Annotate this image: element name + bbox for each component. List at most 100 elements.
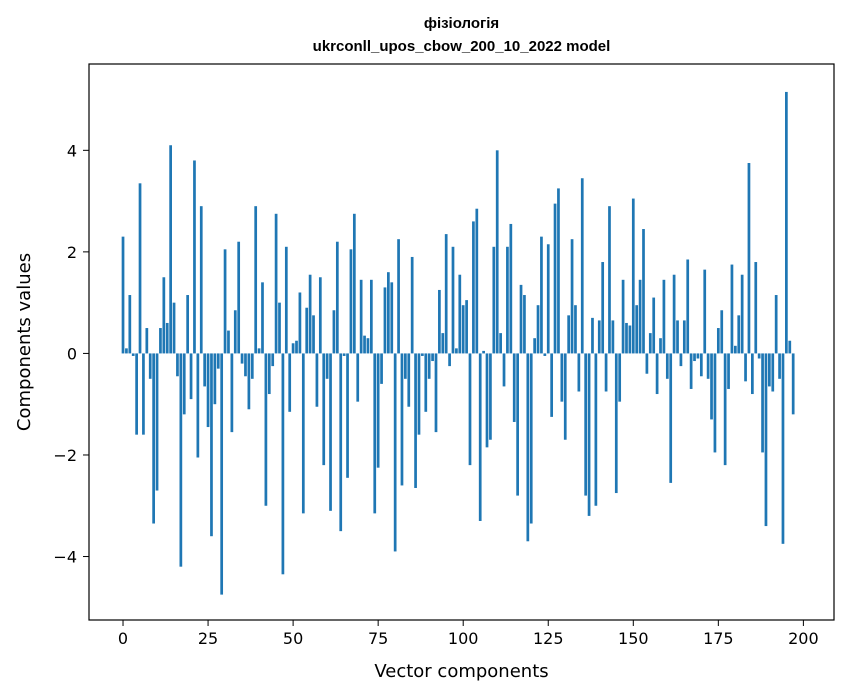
bar-119 <box>526 353 530 542</box>
bar-85 <box>410 256 414 354</box>
bar-66 <box>346 353 349 478</box>
bar-101 <box>465 300 468 354</box>
bar-126 <box>550 353 554 417</box>
bar-65 <box>342 353 346 356</box>
bar-90 <box>427 353 431 379</box>
bar-159 <box>662 279 666 354</box>
bar-21 <box>193 160 196 354</box>
x-tick-label: 0 <box>118 629 128 648</box>
y-tick-label: 2 <box>67 243 77 262</box>
bar-75 <box>376 353 380 468</box>
bar-81 <box>397 239 400 354</box>
bar-10 <box>155 353 159 491</box>
bar-38 <box>250 353 254 379</box>
bar-47 <box>281 353 285 575</box>
bar-45 <box>274 213 278 354</box>
bar-150 <box>631 198 635 354</box>
bar-128 <box>557 188 560 354</box>
bar-166 <box>686 259 690 354</box>
bar-89 <box>424 353 428 412</box>
bar-181 <box>737 315 741 354</box>
bar-52 <box>298 292 302 354</box>
bar-112 <box>502 353 506 387</box>
bar-44 <box>271 353 275 367</box>
bar-172 <box>706 353 710 379</box>
bar-194 <box>781 353 785 544</box>
bar-142 <box>604 353 608 392</box>
bar-152 <box>638 279 642 354</box>
bar-22 <box>196 353 200 458</box>
bar-184 <box>747 163 751 354</box>
bar-11 <box>159 328 162 354</box>
bar-132 <box>570 239 574 354</box>
bar-161 <box>669 353 673 483</box>
bar-121 <box>533 338 536 354</box>
bar-153 <box>642 229 645 354</box>
bar-122 <box>536 305 540 354</box>
x-tick-label: 50 <box>283 629 303 648</box>
bar-2 <box>128 295 132 354</box>
bar-115 <box>512 353 516 422</box>
bar-105 <box>478 353 482 521</box>
bar-82 <box>400 353 404 486</box>
bar-100 <box>461 305 465 354</box>
bar-106 <box>482 350 485 354</box>
bar-127 <box>553 203 557 354</box>
bar-33 <box>233 310 237 354</box>
bar-109 <box>492 246 496 354</box>
bar-178 <box>727 353 730 389</box>
bar-5 <box>138 183 142 354</box>
bar-67 <box>349 249 353 354</box>
bar-179 <box>730 264 734 354</box>
bar-92 <box>434 353 438 433</box>
y-tick-label: 4 <box>67 141 77 160</box>
bar-102 <box>468 353 472 466</box>
bar-39 <box>254 206 258 354</box>
bar-46 <box>278 302 281 354</box>
bar-167 <box>689 353 693 389</box>
bar-141 <box>601 262 605 354</box>
bar-40 <box>257 348 261 354</box>
bar-94 <box>441 333 445 354</box>
x-axis-label: Vector components <box>374 661 548 682</box>
bar-120 <box>529 353 533 524</box>
bar-16 <box>176 353 179 377</box>
bar-96 <box>448 353 451 367</box>
bar-25 <box>206 353 210 428</box>
bar-32 <box>230 353 234 433</box>
x-tick-label: 100 <box>448 629 479 648</box>
bar-17 <box>179 353 183 567</box>
bar-138 <box>591 317 594 354</box>
bar-155 <box>648 333 652 354</box>
bar-53 <box>301 353 305 514</box>
bar-69 <box>356 353 360 402</box>
bar-36 <box>244 353 247 377</box>
bar-54 <box>305 307 309 354</box>
bar-23 <box>199 206 203 354</box>
bar-186 <box>754 262 758 354</box>
bar-130 <box>563 353 567 440</box>
x-ticks: 0 25 50 75 100 125 150 175 200 <box>118 620 819 648</box>
bar-61 <box>329 353 332 511</box>
bar-12 <box>162 277 166 354</box>
x-tick-label: 200 <box>788 629 819 648</box>
bar-139 <box>594 353 598 506</box>
bar-77 <box>383 287 387 354</box>
y-tick-label: 0 <box>67 344 77 363</box>
bar-196 <box>788 340 792 354</box>
bar-189 <box>764 353 768 527</box>
bar-76 <box>380 353 383 384</box>
bar-117 <box>519 284 523 354</box>
bar-182 <box>740 274 744 354</box>
bar-56 <box>312 315 315 354</box>
bar-191 <box>771 353 775 392</box>
bar-9 <box>152 353 155 524</box>
bar-113 <box>506 246 509 354</box>
bar-64 <box>339 353 343 532</box>
bar-197 <box>791 353 795 415</box>
bar-137 <box>587 353 591 516</box>
bar-107 <box>485 353 489 448</box>
bar-13 <box>165 322 169 354</box>
bar-148 <box>625 322 628 354</box>
bar-72 <box>366 338 370 354</box>
